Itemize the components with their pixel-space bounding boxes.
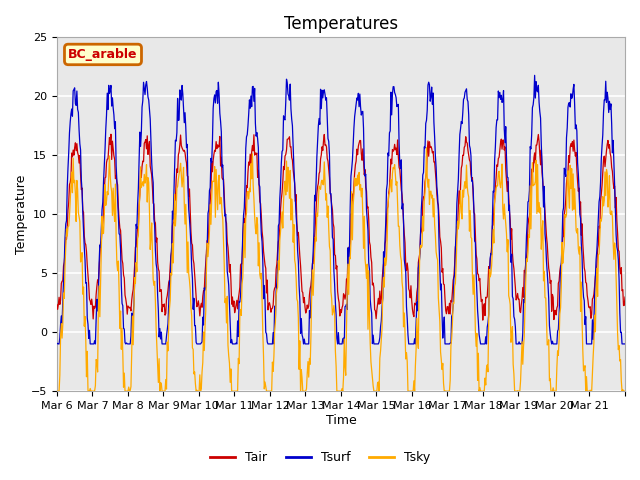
- Legend: Tair, Tsurf, Tsky: Tair, Tsurf, Tsky: [205, 446, 435, 469]
- Text: BC_arable: BC_arable: [68, 48, 138, 61]
- Title: Temperatures: Temperatures: [284, 15, 398, 33]
- Y-axis label: Temperature: Temperature: [15, 175, 28, 254]
- X-axis label: Time: Time: [326, 414, 356, 427]
